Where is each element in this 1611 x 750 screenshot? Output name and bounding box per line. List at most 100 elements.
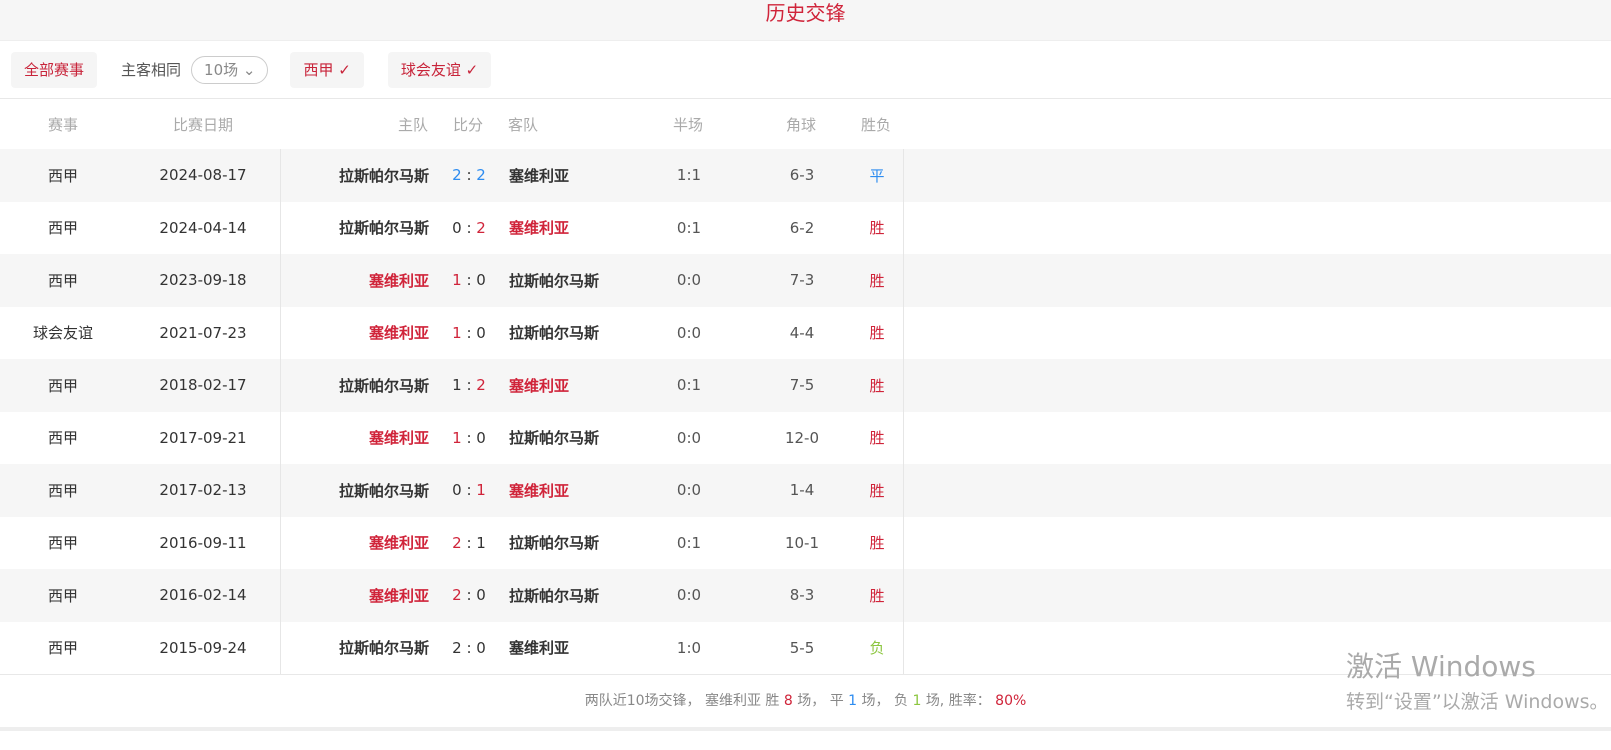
home-team[interactable]: 拉斯帕尔马斯 bbox=[338, 481, 429, 500]
home-team[interactable]: 塞维利亚 bbox=[368, 324, 429, 343]
summary-losses: 1 bbox=[912, 693, 922, 709]
summary-text: 场, 胜率： bbox=[925, 693, 991, 709]
header-home: 主队 bbox=[397, 115, 428, 134]
summary-text: 场， 负 bbox=[861, 693, 908, 709]
league: 西甲 bbox=[47, 166, 78, 185]
away-score: 2 bbox=[476, 166, 486, 185]
watermark-line2: 转到“设置”以激活 Windows。 bbox=[1346, 691, 1609, 713]
match-table: 西甲 2024-08-17 拉斯帕尔马斯 2 : 2 塞维利亚 1:1 6-3 … bbox=[0, 149, 1611, 674]
result: 负 bbox=[869, 639, 885, 658]
summary-wins: 8 bbox=[783, 693, 793, 709]
corners: 12-0 bbox=[784, 428, 820, 447]
league: 西甲 bbox=[47, 639, 78, 658]
result: 胜 bbox=[869, 429, 885, 448]
corners: 4-4 bbox=[789, 323, 815, 342]
home-team[interactable]: 塞维利亚 bbox=[368, 429, 429, 448]
away-team[interactable]: 拉斯帕尔马斯 bbox=[509, 534, 600, 553]
table-row: 西甲 2017-02-13 拉斯帕尔马斯 0 : 1 塞维利亚 0:0 1-4 … bbox=[0, 464, 1611, 517]
score: 2 : 2 bbox=[452, 166, 486, 185]
score: 2 : 0 bbox=[452, 638, 486, 657]
match-date: 2015-09-24 bbox=[126, 621, 281, 674]
home-team[interactable]: 拉斯帕尔马斯 bbox=[338, 639, 429, 658]
corners: 5-5 bbox=[789, 638, 815, 657]
match-date: 2024-08-17 bbox=[126, 149, 281, 202]
result: 胜 bbox=[869, 376, 885, 395]
score: 2 : 0 bbox=[452, 586, 486, 605]
table-header: 赛事 比赛日期 主队 比分 客队 半场 角球 胜负 bbox=[0, 99, 1611, 149]
home-team[interactable]: 拉斯帕尔马斯 bbox=[338, 219, 429, 238]
header-corner: 角球 bbox=[785, 115, 816, 134]
score: 2 : 1 bbox=[452, 533, 486, 552]
result: 胜 bbox=[869, 481, 885, 500]
home-score: 1 bbox=[452, 428, 462, 447]
friendly-filter[interactable]: 球会友谊 ✓ bbox=[387, 51, 492, 88]
league: 西甲 bbox=[47, 534, 78, 553]
away-score: 0 bbox=[476, 428, 486, 447]
away-score: 2 bbox=[476, 376, 486, 395]
half-score: 1:1 bbox=[676, 166, 702, 185]
home-score: 1 bbox=[452, 271, 462, 290]
match-count-value: 10场 bbox=[204, 60, 239, 79]
league: 球会友谊 bbox=[32, 324, 93, 343]
home-score: 1 bbox=[452, 376, 462, 395]
half-score: 0:0 bbox=[676, 586, 702, 605]
home-team[interactable]: 拉斯帕尔马斯 bbox=[338, 376, 429, 395]
away-team[interactable]: 塞维利亚 bbox=[509, 219, 570, 238]
away-team[interactable]: 塞维利亚 bbox=[509, 376, 570, 395]
away-score: 0 bbox=[476, 586, 486, 605]
table-row: 西甲 2024-08-17 拉斯帕尔马斯 2 : 2 塞维利亚 1:1 6-3 … bbox=[0, 149, 1611, 202]
result: 胜 bbox=[869, 324, 885, 343]
header-result: 胜负 bbox=[860, 115, 891, 134]
half-score: 0:0 bbox=[676, 271, 702, 290]
result: 胜 bbox=[869, 586, 885, 605]
header-away: 客队 bbox=[508, 115, 539, 134]
corners: 7-3 bbox=[789, 271, 815, 290]
score: 0 : 1 bbox=[452, 481, 486, 500]
away-team[interactable]: 拉斯帕尔马斯 bbox=[509, 271, 600, 290]
match-date: 2017-09-21 bbox=[126, 411, 281, 464]
filter-bar: 全部赛事 主客相同 10场 ⌄ 西甲 ✓ 球会友谊 ✓ bbox=[0, 41, 1611, 99]
corners: 1-4 bbox=[789, 481, 815, 500]
half-score: 0:1 bbox=[676, 218, 702, 237]
watermark-line1: 激活 Windows bbox=[1346, 650, 1536, 683]
summary: 两队近10场交锋， 塞维利亚 胜 8 场， 平 1 场， 负 1 场, 胜率： … bbox=[0, 674, 1611, 731]
header-league: 赛事 bbox=[47, 115, 78, 134]
table-row: 西甲 2016-09-11 塞维利亚 2 : 1 拉斯帕尔马斯 0:1 10-1… bbox=[0, 516, 1611, 569]
same-home-away-toggle[interactable]: 主客相同 bbox=[121, 61, 182, 79]
score: 1 : 0 bbox=[452, 323, 486, 342]
match-date: 2017-02-13 bbox=[126, 464, 281, 517]
result: 胜 bbox=[869, 534, 885, 553]
home-score: 2 bbox=[452, 638, 462, 657]
table-row: 西甲 2018-02-17 拉斯帕尔马斯 1 : 2 塞维利亚 0:1 7-5 … bbox=[0, 359, 1611, 412]
half-score: 1:0 bbox=[676, 638, 702, 657]
all-competitions-button[interactable]: 全部赛事 bbox=[11, 51, 98, 88]
laliga-filter[interactable]: 西甲 ✓ bbox=[290, 51, 364, 88]
chevron-down-icon: ⌄ bbox=[242, 60, 256, 79]
away-team[interactable]: 拉斯帕尔马斯 bbox=[509, 586, 600, 605]
away-score: 0 bbox=[476, 323, 486, 342]
away-team[interactable]: 拉斯帕尔马斯 bbox=[509, 429, 600, 448]
away-team[interactable]: 塞维利亚 bbox=[509, 166, 570, 185]
home-score: 0 bbox=[452, 218, 462, 237]
home-team[interactable]: 塞维利亚 bbox=[368, 534, 429, 553]
match-count-select[interactable]: 10场 ⌄ bbox=[191, 55, 269, 84]
corners: 7-5 bbox=[789, 376, 815, 395]
league: 西甲 bbox=[47, 586, 78, 605]
away-score: 1 bbox=[476, 481, 486, 500]
home-team[interactable]: 塞维利亚 bbox=[368, 271, 429, 290]
home-team[interactable]: 塞维利亚 bbox=[368, 586, 429, 605]
summary-text: 两队近10场交锋， 塞维利亚 胜 bbox=[584, 693, 780, 709]
home-team[interactable]: 拉斯帕尔马斯 bbox=[338, 166, 429, 185]
away-team[interactable]: 拉斯帕尔马斯 bbox=[509, 324, 600, 343]
home-score: 0 bbox=[452, 481, 462, 500]
half-score: 0:1 bbox=[676, 533, 702, 552]
away-team[interactable]: 塞维利亚 bbox=[509, 481, 570, 500]
match-date: 2016-09-11 bbox=[126, 516, 281, 569]
away-team[interactable]: 塞维利亚 bbox=[509, 639, 570, 658]
half-score: 0:0 bbox=[676, 481, 702, 500]
table-row: 西甲 2015-09-24 拉斯帕尔马斯 2 : 0 塞维利亚 1:0 5-5 … bbox=[0, 621, 1611, 674]
home-score: 1 bbox=[452, 323, 462, 342]
home-score: 2 bbox=[452, 166, 462, 185]
result: 平 bbox=[869, 166, 885, 185]
page-title: 历史交锋 bbox=[0, 0, 1611, 41]
